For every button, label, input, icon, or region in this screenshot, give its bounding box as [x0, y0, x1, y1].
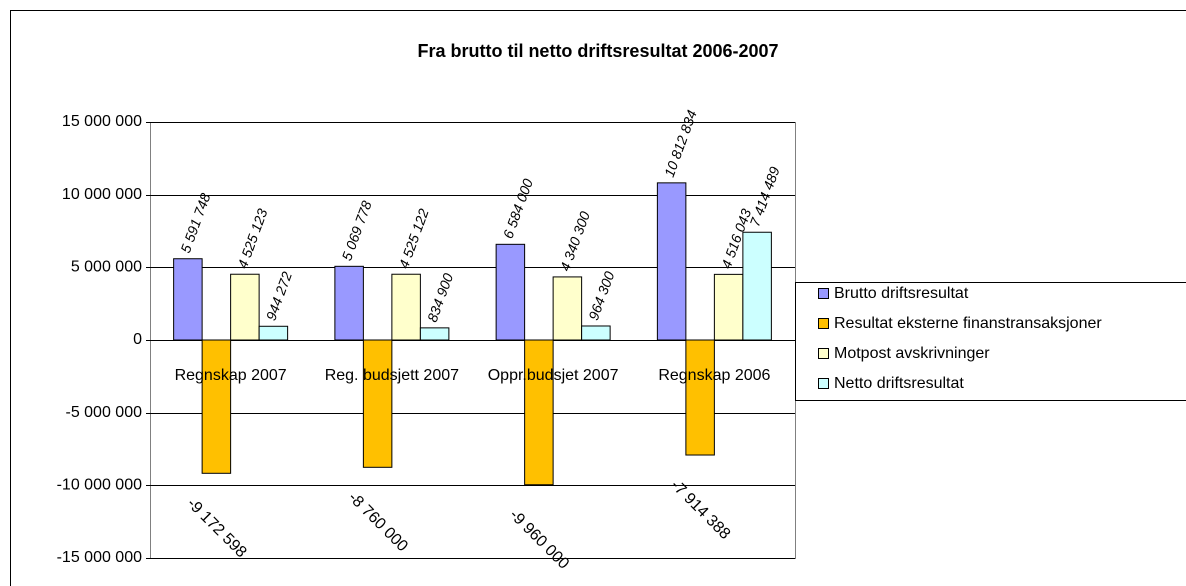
bar — [173, 258, 203, 341]
bar — [334, 265, 364, 341]
legend-swatch — [818, 288, 829, 299]
legend-swatch — [818, 378, 829, 389]
legend-label: Motpost avskrivninger — [834, 345, 990, 362]
x-tick-label: Reg. budsjett 2007 — [324, 367, 460, 384]
bar — [230, 273, 260, 341]
y-tick-label: 0 — [133, 331, 142, 348]
chart-title: Fra brutto til netto driftsresultat 2006… — [417, 41, 778, 61]
legend-swatch — [818, 318, 829, 329]
y-tick-label: -10 000 000 — [57, 477, 143, 494]
y-tick-label: -5 000 000 — [65, 404, 142, 421]
y-tick-label: 5 000 000 — [71, 259, 142, 276]
bar — [656, 182, 687, 341]
bar — [495, 243, 526, 341]
bar — [419, 327, 450, 341]
bar — [201, 339, 232, 474]
x-tick-label: Regnskap 2007 — [174, 367, 287, 384]
bar — [742, 231, 772, 341]
legend-swatch — [818, 348, 829, 359]
x-tick-label-box: Oppr.budsjet 2007 — [487, 367, 619, 384]
x-tick-label-box: Reg. budsjett 2007 — [324, 367, 460, 384]
x-tick-label-box: Regnskap 2006 — [658, 367, 771, 384]
legend-label: Brutto driftsresultat — [834, 285, 969, 302]
legend-label: Netto driftsresultat — [834, 375, 964, 392]
legend — [795, 282, 1186, 401]
bar — [713, 273, 744, 341]
y-tick-label: -15 000 000 — [57, 549, 143, 566]
y-tick-label: 15 000 000 — [62, 113, 142, 130]
bar — [581, 325, 611, 341]
bar — [258, 325, 289, 341]
bar — [524, 339, 554, 486]
bar — [685, 339, 715, 456]
x-tick-label: Oppr.budsjet 2007 — [487, 367, 619, 384]
x-tick-label: Regnskap 2006 — [658, 367, 771, 384]
bar — [362, 339, 393, 468]
y-tick-label: 10 000 000 — [62, 186, 142, 203]
bar — [552, 276, 583, 341]
bar — [391, 273, 421, 341]
legend-label: Resultat eksterne finanstransaksjoner — [834, 315, 1102, 332]
x-tick-label-box: Regnskap 2007 — [174, 367, 287, 384]
